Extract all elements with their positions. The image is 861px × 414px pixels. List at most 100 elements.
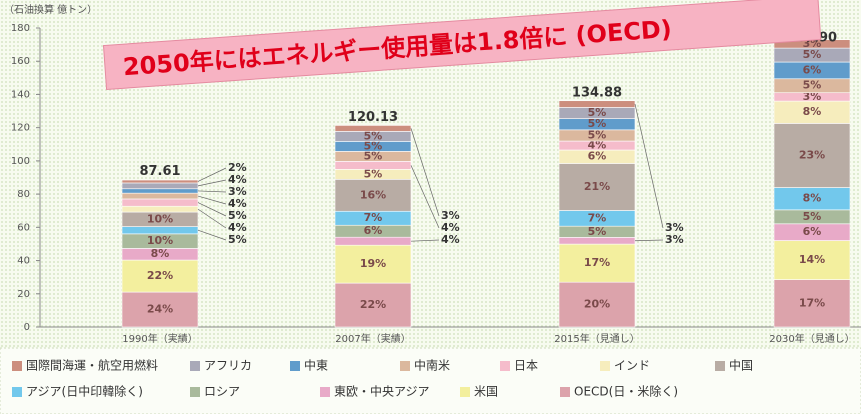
legend-label: インド bbox=[614, 359, 650, 373]
y-tick-label: 40 bbox=[17, 256, 30, 267]
x-tick-label: 2007年（実績） bbox=[335, 332, 410, 345]
leader-line bbox=[197, 202, 227, 217]
segment-label: 6% bbox=[803, 63, 822, 76]
y-tick-label: 180 bbox=[11, 23, 30, 34]
bar-segment bbox=[121, 182, 199, 190]
segment-label: 8% bbox=[803, 192, 822, 205]
legend-label: 日本 bbox=[514, 359, 538, 373]
bar-segment bbox=[121, 205, 199, 213]
legend-label: OECD(日・米除く) bbox=[574, 384, 678, 399]
legend-swatch bbox=[190, 387, 200, 397]
y-axis-label: （石油換算 億トン） bbox=[4, 3, 97, 16]
segment-label: 7% bbox=[364, 211, 383, 224]
segment-label: 8% bbox=[151, 247, 170, 260]
segment-label: 4% bbox=[228, 173, 247, 186]
segment-label: 4% bbox=[441, 221, 460, 234]
leader-line bbox=[197, 167, 227, 182]
x-tick-label: 1990年（実績） bbox=[122, 332, 197, 345]
legend-box bbox=[0, 347, 861, 414]
segment-label: 4% bbox=[228, 197, 247, 210]
segment-label: 3% bbox=[228, 185, 247, 198]
segment-label: 5% bbox=[803, 79, 822, 92]
segment-label: 4% bbox=[228, 221, 247, 234]
legend-label: 国際間海運・航空用燃料 bbox=[26, 358, 158, 373]
legend-label: 中国 bbox=[729, 358, 753, 373]
segment-label: 10% bbox=[147, 234, 173, 247]
segment-label: 24% bbox=[147, 303, 173, 316]
y-tick-label: 120 bbox=[11, 123, 30, 134]
segment-label: 10% bbox=[147, 212, 173, 225]
bar-segment bbox=[558, 281, 636, 328]
segment-label: 2% bbox=[228, 161, 247, 174]
y-tick-label: 20 bbox=[17, 289, 30, 300]
segment-label: 5% bbox=[803, 48, 822, 61]
legend-swatch bbox=[600, 361, 610, 371]
segment-label: 3% bbox=[665, 221, 684, 234]
legend-label: アジア(日中印韓除く) bbox=[26, 384, 143, 399]
segment-label: 5% bbox=[588, 106, 607, 119]
segment-label: 5% bbox=[364, 167, 383, 180]
bar-segment bbox=[121, 291, 199, 328]
segment-label: 17% bbox=[584, 256, 610, 269]
leader-line bbox=[197, 208, 227, 229]
leader-line bbox=[197, 195, 227, 205]
leader-line bbox=[197, 229, 227, 241]
segment-label: 16% bbox=[360, 188, 386, 201]
legend-swatch bbox=[12, 387, 22, 397]
leader-line bbox=[410, 239, 440, 242]
y-tick-label: 80 bbox=[17, 189, 30, 200]
bar-segment bbox=[773, 123, 851, 188]
segment-label: 5% bbox=[588, 128, 607, 141]
segment-label: 19% bbox=[360, 257, 386, 270]
bar-segment bbox=[121, 179, 199, 184]
legend-swatch bbox=[560, 387, 570, 397]
bar-segment bbox=[121, 198, 199, 207]
legend-swatch bbox=[715, 361, 725, 371]
segment-label: 21% bbox=[584, 180, 610, 193]
bar-segment bbox=[121, 192, 199, 200]
legend-swatch bbox=[500, 361, 510, 371]
segment-label: 20% bbox=[584, 298, 610, 311]
leader-line bbox=[197, 190, 227, 193]
segment-label: 7% bbox=[588, 211, 607, 224]
bar-segment bbox=[334, 179, 412, 212]
leader-line bbox=[634, 239, 664, 242]
leader-line bbox=[410, 165, 440, 229]
x-tick-label: 2015年（見通し） bbox=[554, 332, 639, 345]
legend-swatch bbox=[12, 361, 22, 371]
legend-label: 中東 bbox=[304, 358, 328, 373]
segment-label: 6% bbox=[803, 225, 822, 238]
segment-label: 5% bbox=[228, 233, 247, 246]
legend-swatch bbox=[290, 361, 300, 371]
bar-segment bbox=[558, 100, 636, 108]
segment-label: 22% bbox=[147, 269, 173, 282]
leader-line bbox=[410, 128, 440, 217]
bar-segment bbox=[558, 237, 636, 245]
legend-label: アフリカ bbox=[204, 359, 252, 373]
segment-label: 5% bbox=[588, 117, 607, 130]
segment-label: 8% bbox=[803, 105, 822, 118]
segment-label: 3% bbox=[441, 209, 460, 222]
legend-swatch bbox=[400, 361, 410, 371]
leader-line bbox=[197, 179, 227, 187]
segment-label: 22% bbox=[360, 298, 386, 311]
segment-label: 5% bbox=[803, 210, 822, 223]
segment-label: 5% bbox=[364, 139, 383, 152]
segment-label: 6% bbox=[364, 224, 383, 237]
legend-swatch bbox=[190, 361, 200, 371]
banner-box bbox=[102, 0, 822, 91]
legend-swatch bbox=[460, 387, 470, 397]
segment-label: 14% bbox=[799, 253, 825, 266]
bar-segment bbox=[558, 243, 636, 283]
legend-swatch bbox=[320, 387, 330, 397]
bar-segment bbox=[773, 279, 851, 328]
bar-segment bbox=[334, 125, 412, 132]
total-label: 87.61 bbox=[139, 164, 180, 179]
y-tick-label: 100 bbox=[11, 156, 30, 167]
segment-label: 3% bbox=[803, 90, 822, 103]
bar-segment bbox=[121, 226, 199, 235]
y-tick-label: 160 bbox=[11, 56, 30, 67]
legend-label: ロシア bbox=[204, 385, 240, 399]
bar-segment bbox=[558, 163, 636, 211]
